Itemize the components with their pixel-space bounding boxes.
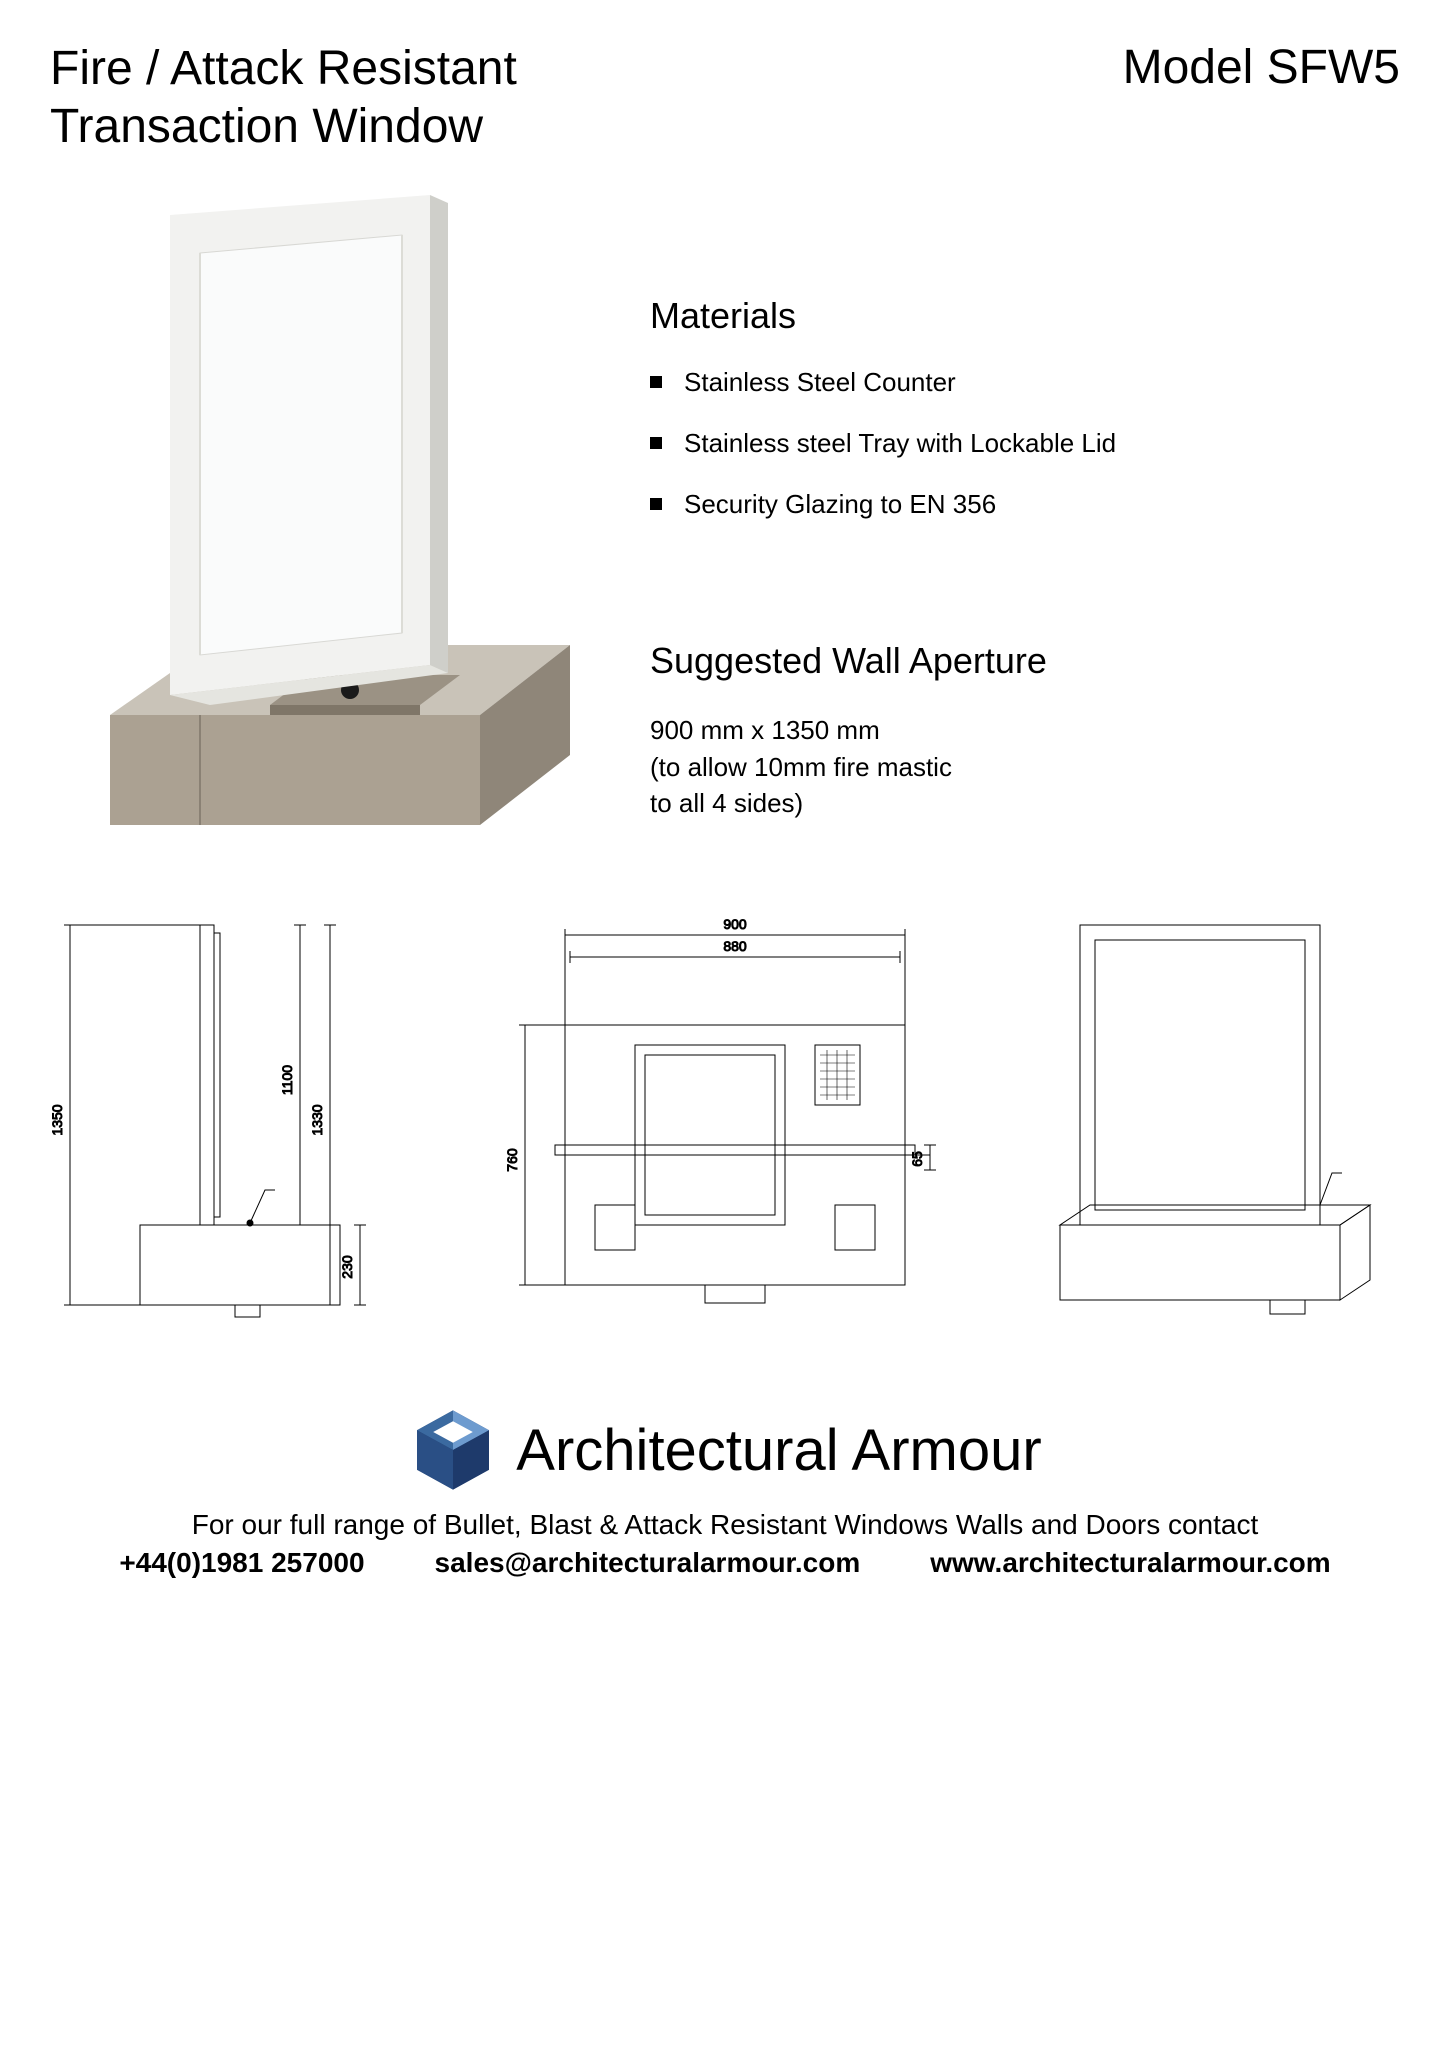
- model-number: Model SFW5: [1123, 40, 1400, 95]
- footer-phone: +44(0)1981 257000: [119, 1547, 364, 1579]
- brand-name: Architectural Armour: [516, 1417, 1041, 1484]
- footer-contact-row: +44(0)1981 257000 sales@architecturalarm…: [50, 1547, 1400, 1579]
- materials-heading: Materials: [650, 295, 1400, 337]
- footer-tagline: For our full range of Bullet, Blast & At…: [50, 1509, 1400, 1541]
- dim-880: 880: [723, 938, 747, 954]
- dim-230: 230: [339, 1255, 355, 1279]
- footer-web: www.architecturalarmour.com: [930, 1547, 1330, 1579]
- main-content-row: Materials Stainless Steel Counter Stainl…: [50, 175, 1400, 875]
- drawing-perspective: [1020, 905, 1400, 1345]
- aperture-line-2: (to allow 10mm fire mastic: [650, 749, 1400, 785]
- aperture-line-1: 900 mm x 1350 mm: [650, 712, 1400, 748]
- materials-list: Stainless Steel Counter Stainless steel …: [650, 367, 1400, 520]
- product-illustration: [50, 175, 610, 875]
- footer: Architectural Armour For our full range …: [50, 1405, 1400, 1579]
- dim-760: 760: [504, 1148, 520, 1172]
- info-column: Materials Stainless Steel Counter Stainl…: [650, 175, 1400, 875]
- aperture-text: 900 mm x 1350 mm (to allow 10mm fire mas…: [650, 712, 1400, 821]
- list-item: Stainless Steel Counter: [650, 367, 1400, 398]
- drawing-side-elevation: 1350 1100 1330: [50, 905, 410, 1345]
- header: Fire / Attack Resistant Transaction Wind…: [50, 40, 1400, 155]
- dim-1100: 1100: [279, 1065, 295, 1095]
- dim-1330: 1330: [309, 1104, 325, 1135]
- dim-900: 900: [723, 916, 747, 932]
- title-line-1: Fire / Attack Resistant: [50, 40, 517, 98]
- list-item: Security Glazing to EN 356: [650, 489, 1400, 520]
- technical-drawings: 1350 1100 1330: [50, 905, 1400, 1345]
- dim-1350: 1350: [50, 1104, 65, 1135]
- title-line-2: Transaction Window: [50, 98, 517, 156]
- list-item: Stainless steel Tray with Lockable Lid: [650, 428, 1400, 459]
- aperture-heading: Suggested Wall Aperture: [650, 640, 1400, 682]
- product-photo: [50, 175, 610, 875]
- aperture-line-3: to all 4 sides): [650, 785, 1400, 821]
- dim-65: 65: [909, 1151, 925, 1167]
- brand-logo-icon: [408, 1405, 498, 1495]
- footer-email: sales@architecturalarmour.com: [435, 1547, 861, 1579]
- brand-logo-row: Architectural Armour: [50, 1405, 1400, 1495]
- page-title: Fire / Attack Resistant Transaction Wind…: [50, 40, 517, 155]
- drawing-front-elevation: 900 880: [475, 905, 955, 1345]
